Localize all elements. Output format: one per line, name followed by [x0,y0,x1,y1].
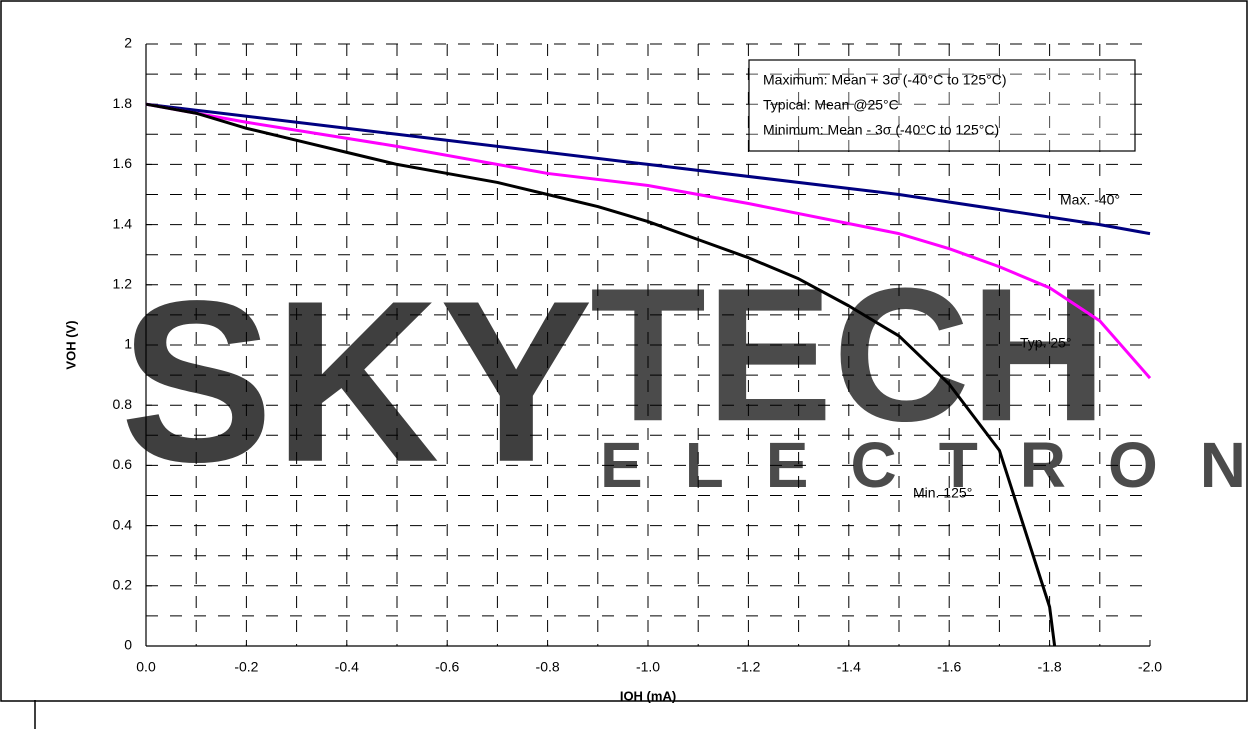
y-tick-label: 2 [124,35,132,51]
x-tick-label: -1.8 [1038,659,1062,675]
frame [0,0,1248,702]
series-label: Min. 125° [913,485,972,501]
series-label: Max. -40° [1060,192,1120,208]
x-tick-label: -2.0 [1138,659,1162,675]
series-line [145,102,1151,236]
series-label: Typ. 25° [1020,335,1072,351]
x-tick-label: -0.4 [335,659,359,675]
x-tick-label: -0.2 [234,659,258,675]
y-tick-label: 1.6 [113,155,133,171]
x-tick-label: -1.4 [837,659,861,675]
legend-text: Typical: Mean @25°C [763,97,899,113]
x-tick-label: -0.6 [435,659,459,675]
x-tick-label: -0.8 [536,659,560,675]
series-line [145,102,1057,647]
y-tick-label: 1 [124,336,132,352]
y-tick-label: 0.2 [113,577,133,593]
x-tick-label: -1.6 [937,659,961,675]
y-tick-label: 0 [124,637,132,653]
y-tick-label: 1.4 [113,215,133,231]
watermark: SKY TECH ELECTRONIC [120,249,1249,510]
x-tick-label: 0.0 [136,659,156,675]
x-axis-label: IOH (mA) [620,688,676,703]
x-tick-label: -1.0 [636,659,660,675]
legend-text: Maximum: Mean + 3σ (-40°C to 125°C) [763,72,1007,88]
x-tick-label: -1.2 [736,659,760,675]
series-line [145,102,1152,380]
y-axis-label: VOH (V) [63,320,78,369]
y-tick-label: 0.4 [113,516,133,532]
y-tick-label: 0.8 [113,396,133,412]
y-tick-label: 1.2 [113,276,133,292]
legend-box [748,59,1136,152]
legend-text: Minimum: Mean - 3σ (-40°C to 125°C) [763,122,999,138]
y-tick-label: 0.6 [113,456,133,472]
watermark-text: SKY [120,253,593,510]
y-tick-label: 1.8 [113,95,133,111]
